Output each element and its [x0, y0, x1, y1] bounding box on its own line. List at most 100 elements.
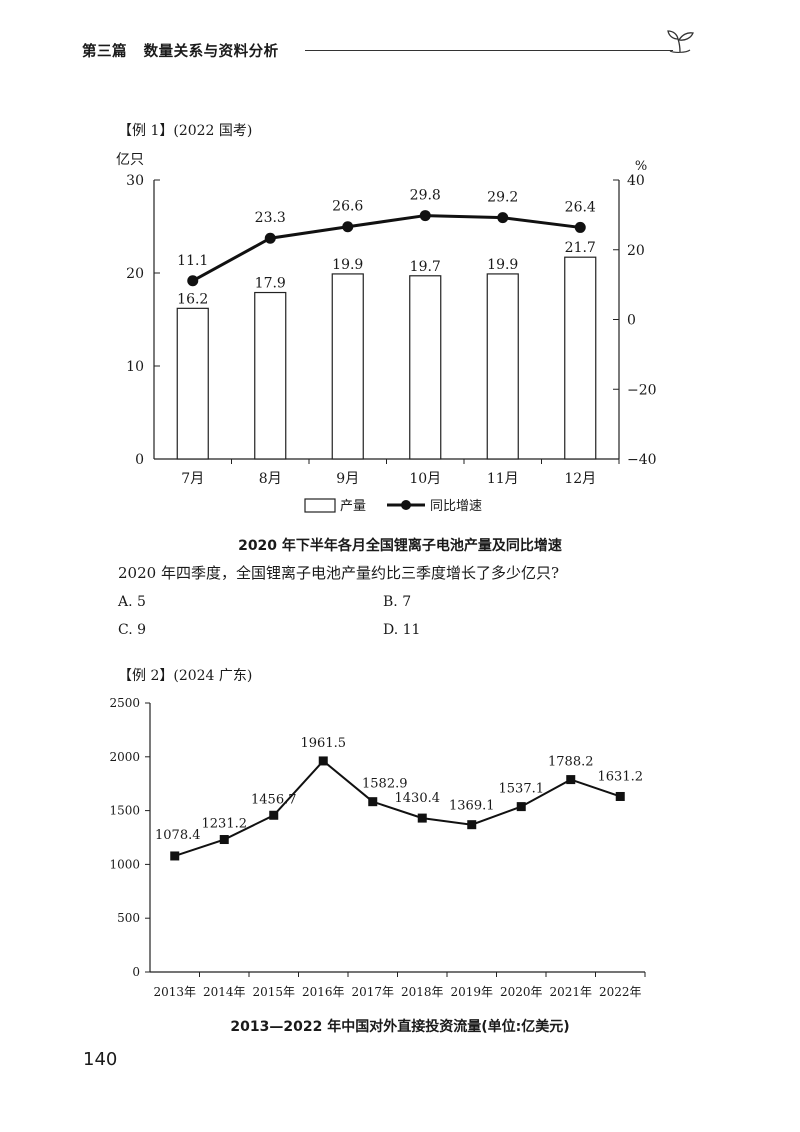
- odi-value-label: 1537.1: [499, 782, 545, 797]
- part-title: 第三篇: [82, 44, 127, 60]
- x-tick-label: 10月: [409, 471, 441, 487]
- growth-point-6: [574, 221, 586, 233]
- chart2-caption: 2013—2022 年中国对外直接投资流量(单位:亿美元): [230, 1019, 570, 1035]
- bar-value-label: 19.9: [332, 257, 363, 273]
- odi-value-label: 1078.4: [155, 828, 201, 843]
- growth-point-4: [419, 210, 431, 222]
- odi-point-10: [615, 791, 625, 801]
- bar-5: [486, 273, 519, 460]
- y-tick-label: 2500: [109, 696, 140, 710]
- y-tick-label: 0: [132, 965, 140, 979]
- option-b: B. 7: [383, 594, 412, 610]
- growth-line: [192, 214, 581, 283]
- growth-value-label: 29.2: [487, 190, 518, 206]
- odi-point-8: [516, 802, 526, 812]
- x-tick-label: 2016年: [302, 985, 345, 999]
- growth-point-3: [342, 221, 354, 233]
- x-tick-label: 2019年: [450, 985, 493, 999]
- odi-value-label: 1788.2: [548, 755, 594, 770]
- odi-value-label: 1231.2: [202, 817, 248, 832]
- chart1-caption: 2020 年下半年各月全国锂离子电池产量及同比增速: [238, 538, 562, 554]
- example1-label: 【例 1】(2022 国考): [118, 123, 253, 139]
- x-tick-label: 2018年: [401, 985, 444, 999]
- bar-1: [176, 307, 209, 460]
- x-tick-label: 12月: [564, 471, 596, 487]
- odi-point-1: [170, 851, 180, 861]
- bar-value-label: 16.2: [177, 291, 208, 307]
- x-tick-label: 2014年: [203, 985, 246, 999]
- legend-bar-label: 产量: [340, 499, 366, 514]
- odi-point-5: [368, 797, 378, 807]
- growth-point-2: [264, 232, 276, 244]
- y-tick-label: 2000: [109, 750, 140, 764]
- x-tick-label: 2020年: [500, 985, 543, 999]
- left-tick-label: 0: [135, 452, 144, 468]
- right-axis-label: %: [635, 159, 647, 174]
- growth-point-1: [187, 275, 199, 287]
- right-tick-label: 0: [627, 313, 636, 329]
- odi-point-7: [467, 820, 477, 830]
- y-tick-label: 1500: [109, 804, 140, 818]
- header-rule: [305, 50, 673, 51]
- option-d: D. 11: [383, 622, 421, 638]
- sprout-icon: [667, 30, 694, 53]
- page-number: 140: [83, 1049, 118, 1070]
- odi-value-label: 1369.1: [449, 799, 495, 814]
- bar-4: [409, 275, 442, 460]
- x-tick-label: 2015年: [252, 985, 295, 999]
- bar-6: [564, 256, 597, 460]
- y-tick-label: 1000: [109, 857, 140, 871]
- odi-point-9: [566, 775, 576, 785]
- right-tick-label: 40: [627, 173, 645, 189]
- x-tick-label: 2013年: [153, 985, 196, 999]
- growth-value-label: 23.3: [255, 210, 286, 226]
- bar-2: [254, 291, 287, 460]
- growth-value-label: 26.6: [332, 199, 363, 215]
- bar-value-label: 17.9: [255, 276, 286, 292]
- growth-point-5: [497, 212, 509, 224]
- chart-battery-output: 亿只 % 0 10 20 30 −40 −20 0 20 40 16.2 17.9 19.9 19.7 19.…: [116, 152, 657, 514]
- odi-value-label: 1582.9: [362, 777, 408, 792]
- x-tick-label: 2022年: [599, 985, 642, 999]
- odi-value-label: 1631.2: [598, 769, 644, 784]
- x-tick-label: 2021年: [549, 985, 592, 999]
- left-tick-label: 20: [126, 266, 144, 282]
- left-axis-label: 亿只: [116, 152, 144, 168]
- y-tick-label: 500: [117, 911, 140, 925]
- x-tick-label: 2017年: [351, 985, 394, 999]
- x-tick-label: 11月: [487, 471, 519, 487]
- legend-line-label: 同比增速: [430, 499, 482, 514]
- x-tick-label: 9月: [336, 471, 359, 487]
- odi-point-6: [417, 813, 427, 823]
- right-tick-label: −20: [627, 382, 657, 398]
- odi-value-label: 1430.4: [395, 791, 441, 806]
- chapter-title: 数量关系与资料分析: [143, 44, 279, 60]
- right-tick-label: 20: [627, 243, 645, 259]
- x-tick-label: 8月: [259, 471, 282, 487]
- growth-value-label: 29.8: [410, 188, 441, 204]
- left-tick-label: 30: [126, 173, 144, 189]
- right-tick-label: −40: [627, 452, 657, 468]
- legend-line-marker: [401, 500, 411, 510]
- legend-bar-swatch: [304, 498, 336, 513]
- bar-value-label: 19.7: [410, 259, 441, 275]
- growth-value-label: 26.4: [565, 199, 596, 215]
- bar-value-label: 21.7: [565, 240, 596, 256]
- odi-point-3: [269, 810, 279, 820]
- example1-question: 2020 年四季度，全国锂离子电池产量约比三季度增长了多少亿只?: [118, 564, 559, 582]
- x-tick-label: 7月: [181, 471, 204, 487]
- option-a: A. 5: [118, 594, 146, 610]
- odi-value-label: 1456.7: [251, 792, 297, 807]
- odi-value-label: 1961.5: [301, 736, 347, 751]
- odi-point-2: [219, 835, 229, 845]
- odi-point-4: [318, 756, 328, 766]
- example2-label: 【例 2】(2024 广东): [118, 668, 253, 684]
- growth-value-label: 11.1: [177, 253, 208, 269]
- odi-line: [174, 759, 621, 857]
- left-tick-label: 10: [126, 359, 144, 375]
- bar-value-label: 19.9: [487, 257, 518, 273]
- chart-odi-flow: 0 500 1000 1500 2000 2500 2013年 2014年 2015年 2016年…: [109, 696, 646, 999]
- bar-3: [331, 273, 364, 460]
- option-c: C. 9: [118, 622, 147, 638]
- page-header: 第三篇 数量关系与资料分析: [82, 40, 279, 61]
